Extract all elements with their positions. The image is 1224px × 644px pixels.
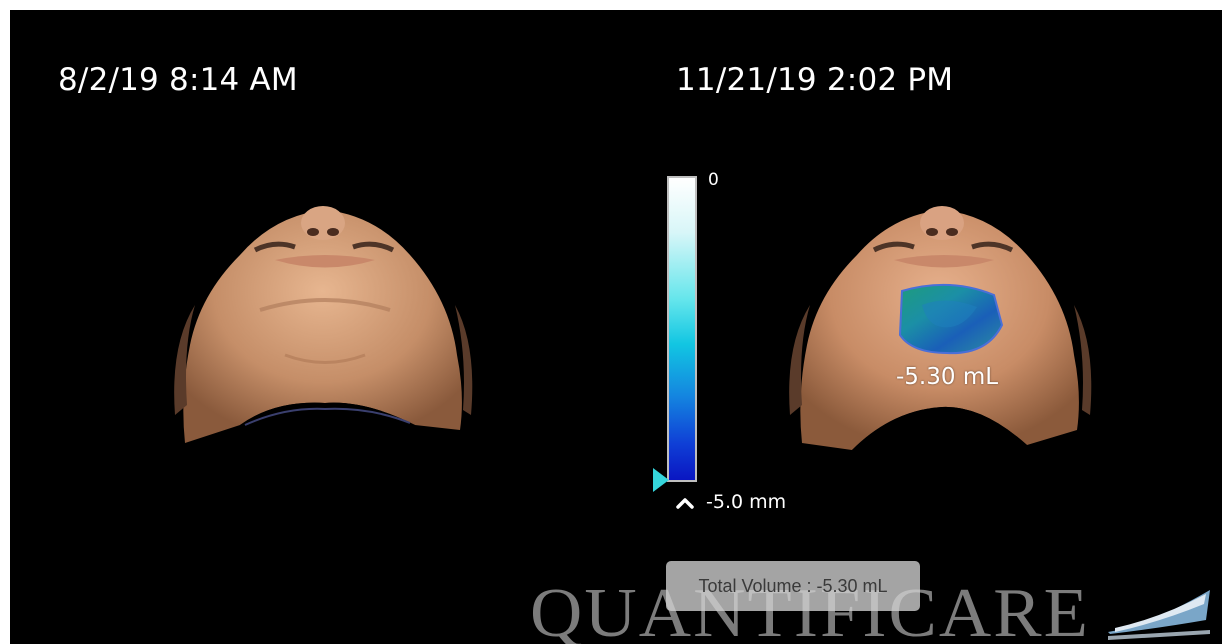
before-capture-date: 8/2/19 8:14 AM	[58, 62, 298, 98]
total-volume-text: Total Volume : -5.30 mL	[698, 575, 888, 596]
after-capture-date: 11/21/19 2:02 PM	[676, 62, 954, 98]
chevron-up-icon[interactable]	[675, 496, 695, 510]
color-scale-bar	[667, 176, 697, 482]
before-face-model[interactable]	[165, 195, 485, 495]
color-scale-max-label: 0	[708, 170, 719, 190]
threshold-slider-handle[interactable]	[653, 468, 669, 492]
region-volume-label: -5.30 mL	[896, 364, 999, 390]
after-face-model[interactable]	[782, 195, 1102, 495]
3d-viewer-canvas[interactable]: 8/2/19 8:14 AM 11/21/19 2:02 PM	[10, 10, 1222, 644]
color-scale-legend: 0 -5.0 mm	[650, 170, 820, 530]
color-scale-min-label: -5.0 mm	[706, 491, 787, 513]
total-volume-box: Total Volume : -5.30 mL	[666, 561, 920, 611]
